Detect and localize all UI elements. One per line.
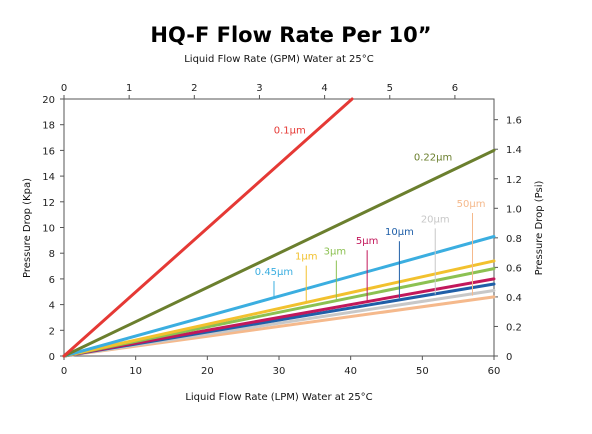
x-tick-label: 0 xyxy=(61,366,67,377)
y2-tick-label: 1.4 xyxy=(506,145,522,156)
chart-title: HQ-F Flow Rate Per 10” xyxy=(150,23,431,47)
series-label: 20μm xyxy=(421,214,450,225)
series-line xyxy=(62,148,496,358)
y2-tick-label: 0.8 xyxy=(506,234,522,245)
x2-tick-label: 0 xyxy=(61,83,67,94)
series-label: 0.1μm xyxy=(274,126,306,137)
x-tick-label: 30 xyxy=(273,366,286,377)
y-tick-label: 0 xyxy=(49,352,55,363)
x2-tick-label: 4 xyxy=(321,83,327,94)
y-tick-label: 18 xyxy=(42,121,55,132)
y-tick-label: 10 xyxy=(42,224,55,235)
y2-tick-label: 0 xyxy=(506,352,512,363)
y2-tick-label: 1.0 xyxy=(506,204,522,215)
x2-tick-label: 5 xyxy=(387,83,393,94)
x2-tick-label: 1 xyxy=(126,83,132,94)
series-line xyxy=(62,277,496,358)
x-axis-title: Liquid Flow Rate (LPM) Water at 25°C xyxy=(185,392,372,403)
x-tick-label: 60 xyxy=(488,366,501,377)
x-tick-label: 50 xyxy=(416,366,429,377)
y2-tick-label: 0.6 xyxy=(506,263,522,274)
y-tick-label: 4 xyxy=(49,301,55,312)
y2-tick-label: 0.4 xyxy=(506,293,522,304)
x2-tick-label: 6 xyxy=(452,83,458,94)
y-tick-label: 16 xyxy=(42,146,55,157)
x-tick-label: 20 xyxy=(201,366,214,377)
y-tick-label: 14 xyxy=(42,172,55,183)
series-line xyxy=(62,97,354,358)
series-label: 0.22μm xyxy=(414,153,452,164)
y-tick-label: 20 xyxy=(42,95,55,106)
x2-tick-label: 3 xyxy=(256,83,262,94)
series-label: 5μm xyxy=(356,236,378,247)
series-line xyxy=(62,234,496,358)
y-tick-label: 12 xyxy=(42,198,55,209)
x2-tick-label: 2 xyxy=(191,83,197,94)
y2-tick-label: 1.6 xyxy=(506,116,522,127)
x-tick-label: 10 xyxy=(129,366,142,377)
y-axis-title: Pressure Drop (Kpa) xyxy=(22,178,33,278)
series-label: 3μm xyxy=(324,246,346,257)
y2-tick-label: 1.2 xyxy=(506,175,522,186)
y-tick-label: 2 xyxy=(49,326,55,337)
series-label: 50μm xyxy=(457,199,486,210)
series-line xyxy=(62,259,496,358)
y-tick-label: 8 xyxy=(49,249,55,260)
x2-axis-title: Liquid Flow Rate (GPM) Water at 25°C xyxy=(184,54,374,65)
series-label: 0.45μm xyxy=(255,267,293,278)
x-tick-label: 40 xyxy=(344,366,357,377)
y2-axis-title: Pressure Drop (Psi) xyxy=(534,181,545,276)
y-tick-label: 6 xyxy=(49,275,55,286)
series-label: 1μm xyxy=(295,252,317,263)
series-label: 10μm xyxy=(385,227,414,238)
y2-tick-label: 0.2 xyxy=(506,322,522,333)
